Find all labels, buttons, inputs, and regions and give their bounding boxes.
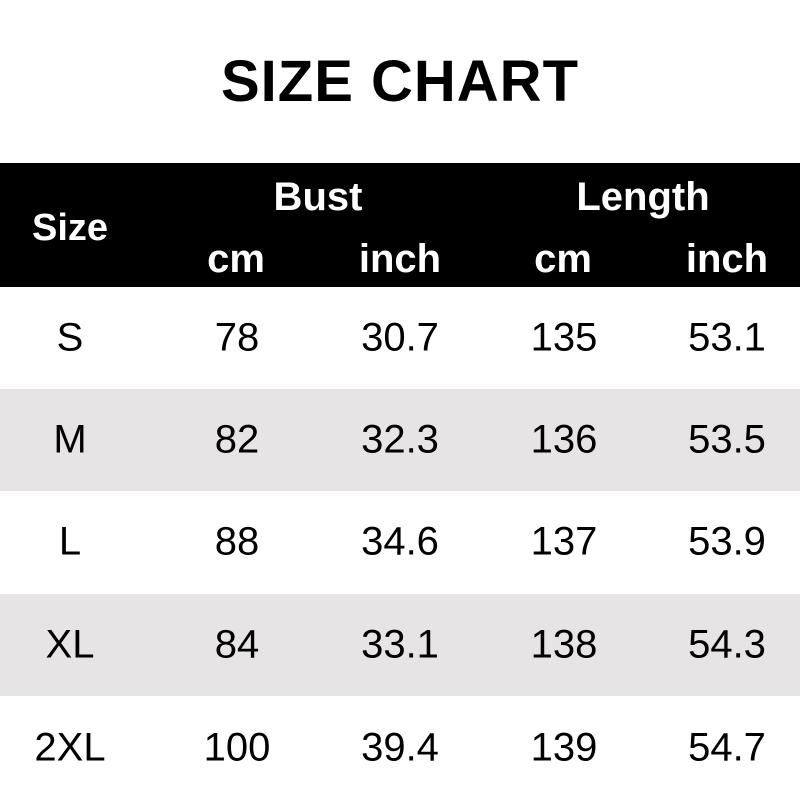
cell-bust-inch: 33.1 [361,622,439,667]
cell-bust-cm: 88 [214,519,260,564]
cell-bust-cm: 78 [214,315,260,360]
header-bust: Bust [273,175,363,219]
cell-length-cm: 136 [530,417,598,462]
cell-size: 2XL [34,725,106,770]
cell-bust-inch: 30.7 [361,315,439,360]
table-header: Size Bust Length cm inch cm inch [0,163,800,287]
cell-size: M [53,417,87,462]
table-row: L 88 34.6 137 53.9 [0,491,800,593]
cell-bust-cm: 84 [214,622,260,667]
header-length-inch: inch [685,237,769,281]
cell-size: L [58,519,82,564]
cell-length-inch: 53.5 [688,417,766,462]
cell-length-inch: 53.9 [688,519,766,564]
header-bust-inch: inch [358,237,442,281]
table-row: XL 84 33.1 138 54.3 [0,594,800,696]
cell-bust-cm: 82 [214,417,260,462]
cell-bust-inch: 39.4 [361,725,439,770]
cell-length-cm: 139 [530,725,598,770]
header-size: Size [31,207,109,249]
page-title: SIZE CHART [221,49,579,114]
header-bust-cm: cm [207,237,265,281]
table-row: M 82 32.3 136 53.5 [0,389,800,491]
cell-size: XL [45,622,95,667]
cell-length-cm: 138 [530,622,598,667]
cell-length-inch: 53.1 [688,315,766,360]
table-row: 2XL 100 39.4 139 54.7 [0,697,800,799]
cell-length-cm: 135 [530,315,598,360]
cell-bust-cm: 100 [203,725,271,770]
cell-bust-inch: 32.3 [361,417,439,462]
cell-bust-inch: 34.6 [361,519,439,564]
cell-size: S [56,315,84,360]
cell-length-inch: 54.3 [688,622,766,667]
header-length: Length [576,175,710,219]
table-row: S 78 30.7 135 53.1 [0,287,800,389]
cell-length-cm: 137 [530,519,598,564]
header-length-cm: cm [534,237,592,281]
cell-length-inch: 54.7 [688,725,766,770]
